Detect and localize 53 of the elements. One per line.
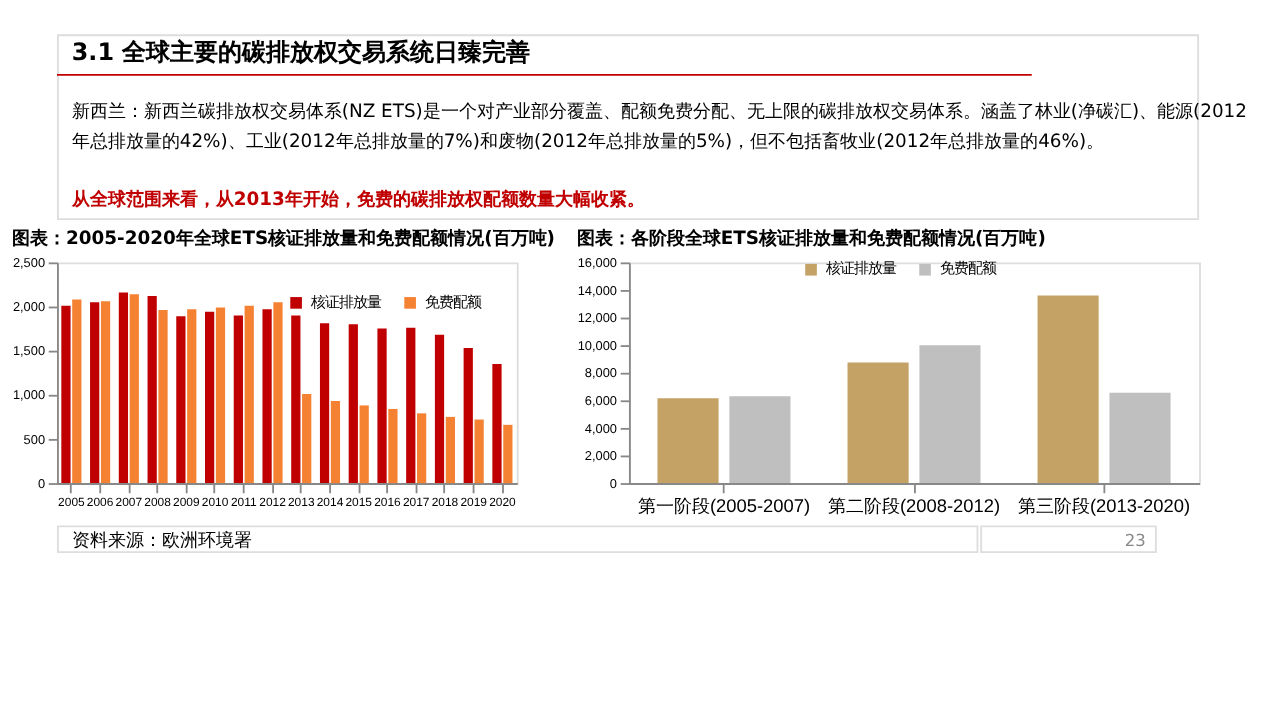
text: 3.1 全球主要的碳排放权交易系统日臻完善	[71, 38, 531, 67]
bar	[118, 292, 129, 484]
bar	[406, 327, 416, 484]
chart-title: 图表：各阶段全球ETS核证排放量和免费配额情况(百万吨)	[576, 228, 1046, 251]
bar	[215, 307, 226, 484]
bar	[72, 299, 82, 484]
bar	[359, 405, 369, 484]
bar	[1037, 295, 1099, 484]
bar	[233, 315, 243, 484]
legend-label: 核证排放量	[823, 259, 896, 278]
bar	[445, 416, 455, 484]
x-tick-label: 第二阶段(2008-2012)	[827, 495, 1001, 516]
bar	[319, 323, 330, 484]
bar	[205, 311, 215, 484]
bar	[262, 309, 272, 484]
legend-label: 免费配额	[939, 259, 996, 278]
text: 资料来源：欧洲环境署	[71, 529, 252, 552]
bar	[492, 363, 502, 484]
bar	[388, 408, 398, 484]
bar	[503, 424, 513, 484]
bar	[291, 315, 301, 484]
bar	[919, 345, 981, 484]
chart-title: 图表：2005-2020年全球ETS核证排放量和免费配额情况(百万吨)	[11, 228, 555, 251]
legend-label: 核证排放量	[308, 292, 381, 311]
text: 新西兰：新西兰碳排放权交易体系(NZ ETS)是一个对产业部分覆盖、配额免费分配、无上限的碳排放权交易体系。涵盖了林业(净碳汇)、能源(2012	[71, 101, 1248, 124]
bar	[348, 324, 358, 484]
bar	[847, 362, 909, 484]
bar	[158, 310, 168, 484]
bar	[474, 419, 484, 484]
bar	[100, 301, 111, 484]
x-tick-label: 第三阶段(2013-2020)	[1018, 495, 1191, 516]
text: 年总排放量的42%)、工业(2012年总排放量的7%)和废物(2012年总排放量的5%)，但不包括畜牧业(2012年总排放量的46%)。	[71, 130, 1105, 153]
text: 从全球范围来看，从2013年开始，免费的碳排放权配额数量大幅收紧。	[69, 189, 645, 212]
x-tick-label: 第一阶段(2005-2007)	[637, 495, 811, 516]
bar	[90, 302, 100, 484]
text: 23	[1124, 529, 1146, 550]
bar	[273, 302, 283, 484]
bar	[187, 309, 197, 484]
bar	[1109, 392, 1171, 484]
bar	[377, 328, 387, 484]
bar	[417, 413, 427, 484]
bar	[302, 393, 312, 484]
bar	[129, 294, 139, 484]
legend-label: 免费配额	[424, 292, 481, 311]
bar	[61, 305, 71, 484]
bar	[330, 401, 341, 484]
bar	[244, 305, 254, 484]
bar	[657, 398, 719, 484]
bar	[434, 334, 445, 484]
bar	[729, 396, 791, 484]
bar	[176, 316, 186, 484]
bar	[463, 348, 473, 484]
bar	[147, 295, 157, 484]
